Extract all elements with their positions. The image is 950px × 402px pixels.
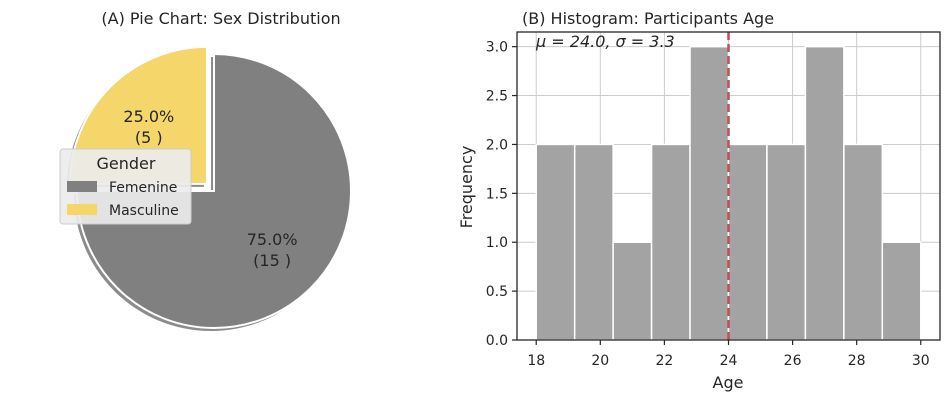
stats-annotation: μ = 24.0, σ = 3.3: [535, 32, 675, 51]
histogram-bar-0: [535, 143, 576, 341]
pie-percent-label-masculine: 25.0%: [123, 107, 174, 126]
y-tick-label: 1.0: [486, 235, 508, 251]
histogram-panel: (B) Histogram: Participants Age 18 20 22 24…: [457, 9, 941, 392]
x-axis-label: Age: [713, 373, 744, 392]
legend-swatch-femenine: [67, 181, 97, 192]
histogram-bar-4: [689, 45, 730, 341]
legend-title: Gender: [97, 154, 156, 173]
legend-label-masculine: Masculine: [109, 203, 179, 219]
y-axis-ticks: 0.0 0.5 1.0 1.5 2.0 2.5 3.0: [486, 40, 517, 349]
y-tick-label: 3.0: [486, 40, 508, 56]
y-tick-label: 0.5: [486, 284, 508, 300]
histogram-bar-5: [727, 143, 768, 341]
y-tick-label: 0.0: [486, 333, 508, 349]
x-tick-label: 26: [784, 353, 802, 369]
pie-chart-panel: (A) Pie Chart: Sex Distribution 75.0% (15…: [59, 9, 352, 331]
y-axis-label: Frequency: [457, 146, 476, 229]
x-tick-label: 28: [848, 353, 866, 369]
pie-slice-femenine: [75, 52, 352, 329]
y-tick-label: 2.5: [486, 89, 508, 105]
y-tick-label: 2.0: [486, 137, 508, 153]
histogram-bar-2: [612, 241, 653, 341]
histogram-bar-3: [650, 143, 691, 341]
x-tick-label: 20: [591, 353, 609, 369]
x-tick-label: 22: [655, 353, 673, 369]
legend-entries: Femenine Masculine: [67, 180, 179, 219]
histogram-bar-8: [843, 143, 884, 341]
y-tick-label: 1.5: [486, 186, 508, 202]
legend-label-femenine: Femenine: [109, 180, 177, 196]
histogram-bar-1: [573, 143, 614, 341]
pie-slice-labels: 75.0% (15 ) 25.0% (5 ): [123, 107, 297, 270]
pie-percent-label-femenine: 75.0%: [247, 230, 298, 249]
pie-legend: Gender Femenine Masculine: [59, 148, 192, 225]
histogram-bar-9: [881, 241, 922, 341]
x-tick-label: 30: [912, 353, 930, 369]
histogram-title: (B) Histogram: Participants Age: [522, 9, 774, 28]
pie-count-label-masculine: (5 ): [135, 128, 163, 147]
x-tick-label: 18: [527, 353, 545, 369]
legend-swatch-masculine: [67, 204, 97, 215]
x-axis-ticks: 18 20 22 24 26 28 30: [527, 340, 930, 369]
pie-chart-title: (A) Pie Chart: Sex Distribution: [101, 9, 340, 28]
pie-count-label-femenine: (15 ): [253, 251, 291, 270]
histogram-bar-6: [766, 143, 807, 341]
x-tick-label: 24: [720, 353, 738, 369]
histogram-bar-7: [804, 45, 845, 341]
